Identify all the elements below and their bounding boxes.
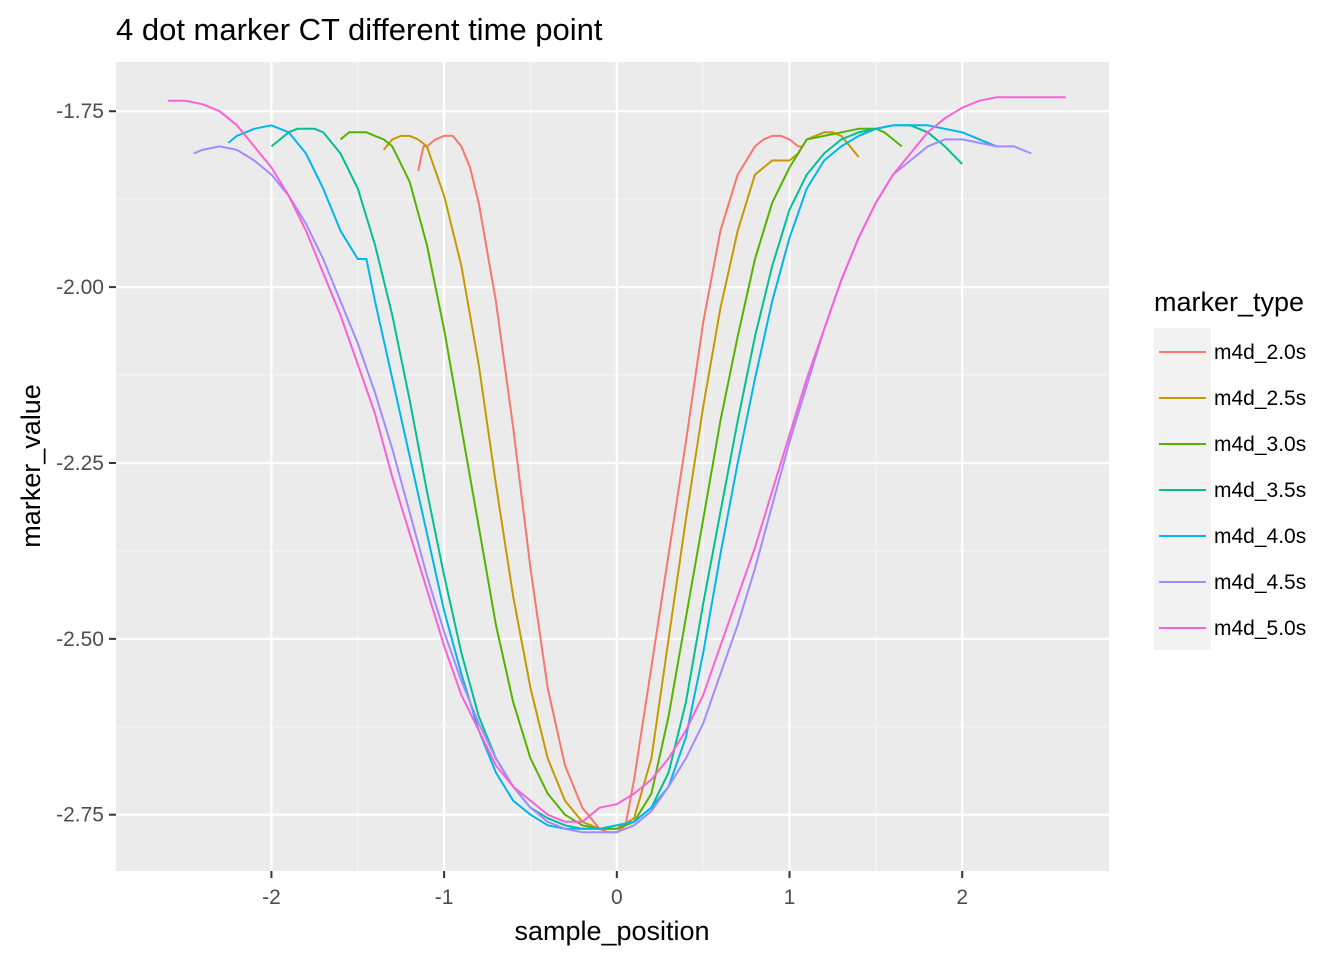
grid-major (116, 62, 1109, 871)
y-tick-label: -2.75 (56, 804, 104, 827)
y-tick-label: -2.25 (56, 452, 104, 475)
legend-label: m4d_4.5s (1214, 571, 1306, 594)
x-tick-label: -2 (262, 886, 281, 909)
plot-panel (116, 62, 1109, 871)
legend-label: m4d_4.0s (1214, 525, 1306, 548)
legend-title: marker_type (1154, 287, 1304, 317)
x-tick-label: 2 (956, 886, 968, 909)
chart-title: 4 dot marker CT different time point (116, 12, 603, 47)
y-axis-title: marker_value (16, 384, 46, 548)
y-tick-label: -2.00 (56, 276, 104, 299)
series-line-m4d_5.0s (167, 96, 1066, 823)
legend-label: m4d_2.0s (1214, 341, 1306, 364)
series-lines (167, 96, 1066, 834)
y-tick-label: -1.75 (56, 100, 104, 123)
legend: marker_type m4d_2.0sm4d_2.5sm4d_3.0sm4d_… (1154, 287, 1306, 650)
series-line-m4d_3.0s (339, 127, 903, 830)
y-axis-ticks: -2.75 -2.50 -2.25 -2.00 -1.75 (56, 100, 116, 827)
grid-minor (116, 62, 1109, 871)
x-tick-label: -1 (435, 886, 454, 909)
x-axis-title: sample_position (514, 916, 709, 946)
x-tick-label: 1 (784, 886, 796, 909)
legend-label: m4d_5.0s (1214, 617, 1306, 640)
legend-label: m4d_2.5s (1214, 387, 1306, 410)
legend-label: m4d_3.5s (1214, 479, 1306, 502)
legend-items: m4d_2.0s m4d_2.5s m4d_3.0s m4d_3.5s m4d_4.0s… (1159, 341, 1306, 640)
x-tick-label: 0 (611, 886, 623, 909)
y-tick-label: -2.50 (56, 628, 104, 651)
series-line-m4d_4.0s (227, 124, 998, 830)
x-axis-ticks: -2 -1 0 1 2 (262, 871, 968, 909)
legend-label: m4d_3.0s (1214, 433, 1306, 456)
